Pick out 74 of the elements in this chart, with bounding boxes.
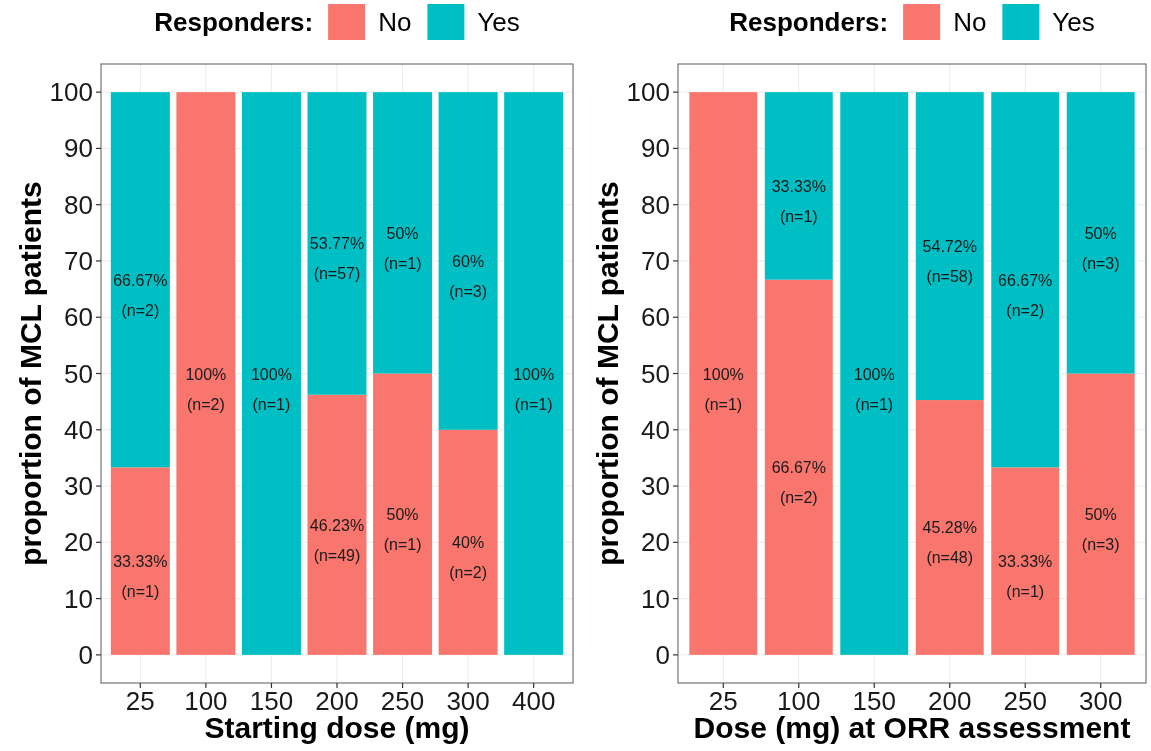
- legend-label: Yes: [477, 7, 520, 37]
- data-label: 50% (n=3): [1081, 505, 1120, 553]
- bar: [991, 92, 1060, 468]
- y-tick-label: 70: [641, 245, 670, 276]
- x-tick-label: 25: [125, 686, 155, 716]
- y-tick-label: 60: [641, 302, 670, 333]
- bar: [307, 394, 367, 655]
- bar: [504, 92, 564, 655]
- bar: [438, 92, 498, 430]
- data-label: 33.33% (n=1): [113, 552, 168, 600]
- bar: [764, 279, 833, 655]
- y-tick-label: 20: [641, 527, 670, 558]
- data-label: 33.33% (n=1): [771, 177, 826, 225]
- legend-title: Responders:: [729, 7, 889, 37]
- data-label: 100% (n=1): [853, 365, 895, 412]
- bar: [915, 92, 984, 401]
- y-axis-title: proportion of MCL patients: [14, 181, 47, 566]
- x-tick-label: 400: [511, 686, 556, 716]
- y-tick-label: 30: [641, 471, 670, 502]
- y-tick-label: 90: [64, 133, 93, 164]
- y-tick-label: 100: [626, 77, 670, 108]
- data-label: 66.67% (n=2): [998, 271, 1053, 319]
- data-label: 54.72% (n=58): [922, 237, 977, 285]
- y-tick-label: 10: [64, 583, 93, 614]
- y-tick-label: 20: [64, 527, 93, 558]
- bar: [1066, 373, 1135, 655]
- y-tick-label: 0: [78, 639, 93, 670]
- data-label: 50% (n=1): [383, 505, 422, 553]
- bar: [373, 92, 433, 374]
- data-label: 60% (n=3): [449, 252, 488, 300]
- data-label: 50% (n=1): [383, 224, 422, 272]
- legend-label: No: [378, 7, 412, 37]
- y-tick-label: 70: [64, 245, 93, 276]
- y-tick-label: 60: [64, 302, 93, 333]
- bar: [373, 373, 433, 655]
- legend-label: Yes: [1052, 7, 1095, 37]
- data-label: 45.28% (n=48): [922, 518, 977, 566]
- y-tick-label: 100: [49, 77, 93, 108]
- data-label: 100% (n=1): [513, 365, 555, 412]
- y-tick-label: 90: [641, 133, 670, 164]
- y-axis-title: proportion of MCL patients: [591, 181, 624, 566]
- y-tick-label: 40: [64, 414, 93, 445]
- y-tick-label: 40: [641, 414, 670, 445]
- bar: [840, 92, 909, 655]
- data-label: 66.67% (n=2): [771, 458, 826, 506]
- data-label: 66.67% (n=2): [113, 271, 168, 319]
- y-tick-label: 30: [64, 471, 93, 502]
- bar: [176, 92, 236, 655]
- y-tick-label: 0: [655, 639, 670, 670]
- data-label: 46.23% (n=49): [309, 516, 365, 564]
- y-tick-label: 80: [64, 189, 93, 220]
- y-tick-label: 50: [64, 358, 93, 389]
- y-tick-label: 80: [641, 189, 670, 220]
- bar: [438, 429, 498, 655]
- bar: [1066, 92, 1135, 374]
- y-tick-label: 10: [641, 583, 670, 614]
- bar: [307, 92, 367, 395]
- legend-label: No: [953, 7, 987, 37]
- bar: [689, 92, 758, 655]
- bar: [915, 400, 984, 655]
- legend-title: Responders:: [154, 7, 314, 37]
- bar: [110, 92, 170, 468]
- data-label: 40% (n=2): [449, 533, 488, 581]
- data-label: 33.33% (n=1): [998, 552, 1053, 600]
- data-label: 100% (n=2): [185, 365, 227, 412]
- y-tick-label: 50: [641, 358, 670, 389]
- data-label: 100% (n=1): [250, 365, 292, 412]
- bar: [991, 467, 1060, 655]
- data-label: 100% (n=1): [702, 365, 744, 412]
- data-label: 53.77% (n=57): [309, 234, 365, 282]
- bar: [110, 467, 170, 655]
- bar: [241, 92, 301, 655]
- bar: [764, 92, 833, 280]
- data-label: 50% (n=3): [1081, 224, 1120, 272]
